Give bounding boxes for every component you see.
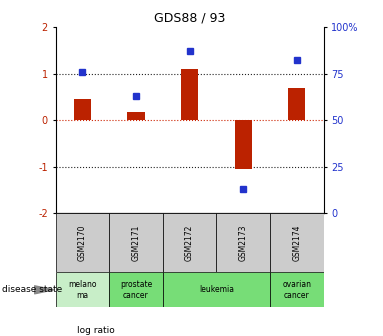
Text: melano
ma: melano ma [68,280,97,299]
Bar [270,272,324,307]
Text: GSM2171: GSM2171 [131,224,141,261]
Bar [181,69,198,120]
Text: disease state: disease state [2,285,62,294]
Bar [109,213,163,272]
Text: GSM2170: GSM2170 [78,224,87,261]
Bar [109,272,163,307]
Text: leukemia: leukemia [199,285,234,294]
Bar [128,112,144,120]
Bar [235,120,252,169]
Bar [74,99,91,120]
Text: prostate
cancer: prostate cancer [120,280,152,299]
Bar [56,213,109,272]
Bar [163,213,216,272]
Title: GDS88 / 93: GDS88 / 93 [154,11,225,24]
Text: GSM2174: GSM2174 [292,224,301,261]
Text: GSM2173: GSM2173 [239,224,248,261]
Polygon shape [34,286,54,294]
Bar [163,272,270,307]
Text: GSM2172: GSM2172 [185,224,194,261]
Bar [288,88,305,120]
Text: log ratio: log ratio [77,326,115,335]
Bar [270,213,324,272]
Text: ovarian
cancer: ovarian cancer [282,280,311,299]
Bar [56,272,109,307]
Bar [216,213,270,272]
